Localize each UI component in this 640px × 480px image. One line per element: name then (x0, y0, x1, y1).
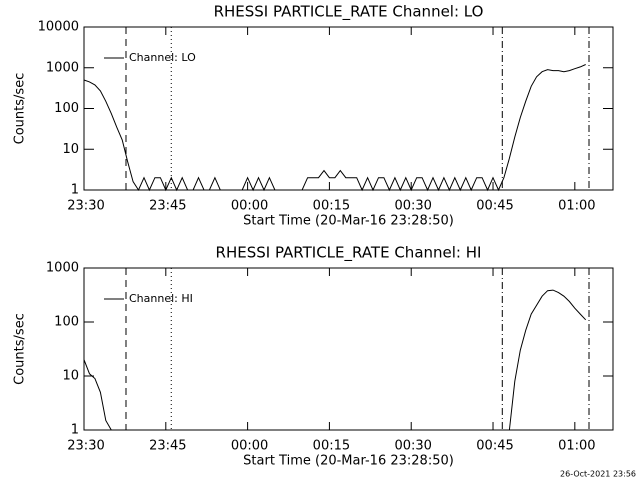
y-tick-label: 100 (54, 101, 79, 116)
x-tick-label: 23:45 (149, 439, 186, 454)
y-tick-label: 10 (62, 369, 79, 384)
x-tick-label: 23:45 (149, 199, 186, 214)
y-tick-label: 1 (71, 423, 79, 438)
y-axis-label: Counts/sec (13, 313, 28, 385)
x-tick-label: 01:00 (558, 439, 595, 454)
x-tick-label: 00:15 (313, 439, 350, 454)
chart-title: RHESSI PARTICLE_RATE Channel: HI (216, 244, 482, 263)
legend-label: Channel: LO (129, 51, 196, 64)
y-tick-label: 1000 (46, 261, 79, 276)
x-tick-label: 00:45 (476, 439, 513, 454)
x-tick-label: 00:00 (231, 439, 268, 454)
y-tick-label: 1 (71, 183, 79, 198)
x-axis-label: Start Time (20-Mar-16 23:28:50) (243, 454, 454, 469)
chart-title: RHESSI PARTICLE_RATE Channel: LO (214, 3, 484, 22)
footer: 26-Oct-2021 23:56 (560, 470, 636, 479)
data-line (83, 64, 586, 192)
x-tick-label: 00:30 (394, 439, 431, 454)
plot-frame (83, 267, 614, 431)
legend-label: Channel: HI (129, 292, 193, 305)
x-tick-label: 23:30 (67, 199, 104, 214)
y-tick-label: 10000 (38, 20, 79, 35)
y-tick-label: 1000 (46, 60, 79, 75)
y-tick-label: 10 (62, 142, 79, 157)
y-axis-label: Counts/sec (13, 73, 28, 145)
x-tick-label: 00:00 (231, 199, 268, 214)
x-tick-label: 00:30 (394, 199, 431, 214)
x-tick-label: 01:00 (558, 199, 595, 214)
x-tick-label: 23:30 (67, 439, 104, 454)
data-line (83, 289, 587, 431)
x-tick-label: 00:45 (476, 199, 513, 214)
y-tick-label: 100 (54, 315, 79, 330)
x-tick-label: 00:15 (313, 199, 350, 214)
x-axis-label: Start Time (20-Mar-16 23:28:50) (243, 214, 454, 229)
